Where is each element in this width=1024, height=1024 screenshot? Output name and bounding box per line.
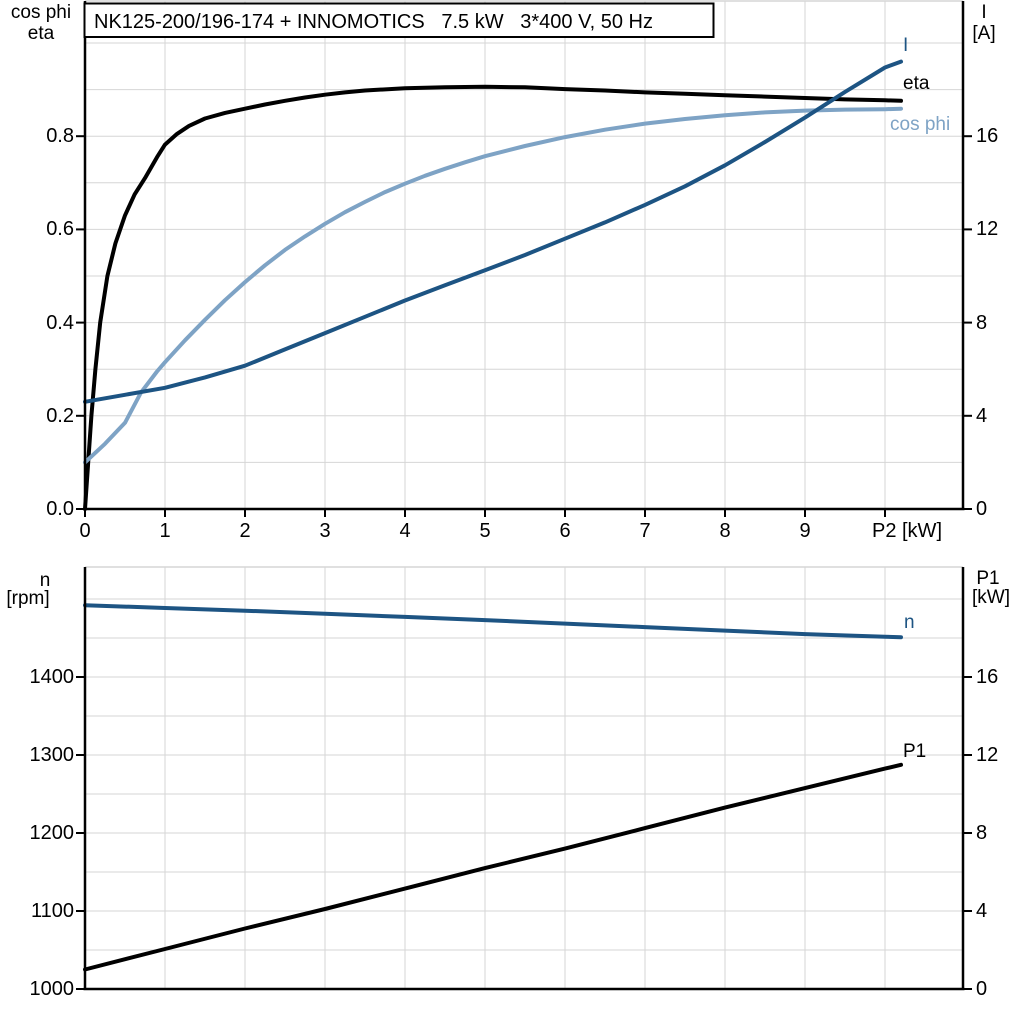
eta-curve-label: eta xyxy=(903,73,930,94)
top-xtick-3: 3 xyxy=(319,520,330,542)
bot-ytick-1400: 1400 xyxy=(30,666,75,688)
bot-ytick-1100: 1100 xyxy=(31,900,74,922)
top-ytick-0.0: 0.0 xyxy=(46,498,74,520)
top-xtick-4: 4 xyxy=(399,520,410,542)
P1-curve xyxy=(83,762,903,972)
top-xtick-6: 6 xyxy=(559,520,570,542)
top-rtick-16: 16 xyxy=(976,125,998,147)
bot-rtick-0: 0 xyxy=(976,978,987,1000)
bot-ytick-1200: 1200 xyxy=(30,822,75,844)
bot-ytick-1000: 1000 xyxy=(30,978,75,1000)
top-rtick-0: 0 xyxy=(976,498,987,520)
cos-phi-curve xyxy=(83,106,903,465)
bot-rtick-4: 4 xyxy=(976,900,987,922)
bot-rtick-8: 8 xyxy=(976,822,987,844)
bottom-left-axis-header-line1: n xyxy=(40,570,51,591)
plot-layer xyxy=(76,0,972,991)
bot-rtick-12: 12 xyxy=(976,744,998,766)
top-xtick-2: 2 xyxy=(239,520,250,542)
I-curve xyxy=(83,59,903,404)
top-rtick-8: 8 xyxy=(976,312,987,334)
top-xtick-5: 5 xyxy=(479,520,490,542)
chart-title-box xyxy=(83,2,715,38)
top-xaxis-label: P2 [kW] xyxy=(872,520,942,542)
p1-curve-label: P1 xyxy=(903,741,926,762)
top-rtick-4: 4 xyxy=(976,405,987,427)
top-xtick-0: 0 xyxy=(79,520,90,542)
top-ytick-0.6: 0.6 xyxy=(46,218,74,240)
top-xtick-8: 8 xyxy=(719,520,730,542)
top-xtick-9: 9 xyxy=(799,520,810,542)
bottom-right-axis-header-line1: P1 xyxy=(976,568,999,589)
top-right-axis-header-line1: I xyxy=(981,2,986,23)
top-left-axis-header-line2: eta xyxy=(28,23,55,44)
cosphi-curve-label: cos phi xyxy=(890,114,950,135)
top-rtick-12: 12 xyxy=(976,218,998,240)
bottom-left-axis-header-line2: [rpm] xyxy=(6,588,49,609)
current-curve-label: I xyxy=(903,35,908,56)
top-ytick-0.4: 0.4 xyxy=(46,312,74,334)
top-xtick-7: 7 xyxy=(639,520,650,542)
bot-rtick-16: 16 xyxy=(976,666,998,688)
n-curve xyxy=(83,603,903,640)
eta-curve xyxy=(83,84,903,511)
chart-title: NK125-200/196-174 + INNOMOTICS 7.5 kW 3*… xyxy=(94,11,653,33)
top-ytick-0.2: 0.2 xyxy=(46,405,74,427)
top-ytick-0.8: 0.8 xyxy=(46,125,74,147)
speed-curve-label: n xyxy=(904,612,915,633)
top-right-axis-header-line2: [A] xyxy=(972,23,995,44)
top-xtick-1: 1 xyxy=(159,520,170,542)
bot-ytick-1300: 1300 xyxy=(30,744,75,766)
top-left-axis-header-line1: cos phi xyxy=(11,2,71,23)
bottom-right-axis-header-line2: [kW] xyxy=(972,587,1010,608)
